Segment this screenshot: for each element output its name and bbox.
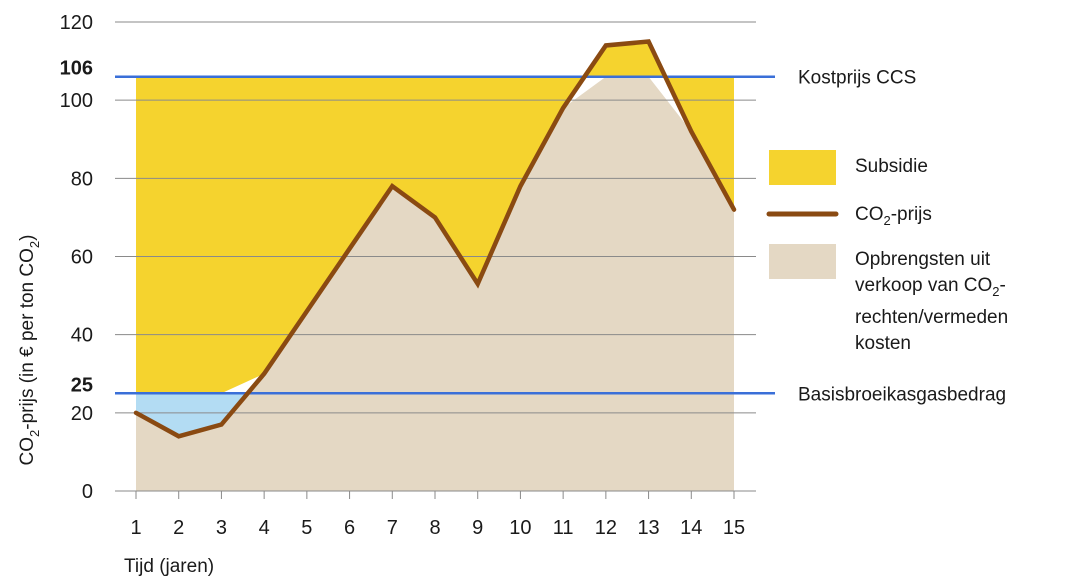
x-tick-4: 4 xyxy=(259,517,270,539)
y-tick-100: 100 xyxy=(60,90,93,112)
y-tick-120: 120 xyxy=(60,12,93,34)
x-axis-label: Tijd (jaren) xyxy=(124,556,214,577)
legend-swatches xyxy=(769,150,836,279)
reference-value-106: 106 xyxy=(60,58,93,80)
reference-label-0: Kostprijs CCS xyxy=(798,68,916,89)
x-tick-3: 3 xyxy=(216,517,227,539)
y-tick-60: 60 xyxy=(71,247,93,269)
y-tick-20: 20 xyxy=(71,403,93,425)
reference-value-25: 25 xyxy=(71,374,93,396)
chart-areas xyxy=(136,42,734,491)
x-tick-8: 8 xyxy=(429,517,440,539)
legend-label-co2-prijs: CO2-prijs xyxy=(855,202,932,234)
x-tick-13: 13 xyxy=(637,517,659,539)
x-tick-14: 14 xyxy=(680,517,702,539)
x-tick-15: 15 xyxy=(723,517,745,539)
x-tick-10: 10 xyxy=(509,517,531,539)
reference-label-1: Basisbroeikasgasbedrag xyxy=(798,384,1006,405)
y-tick-40: 40 xyxy=(71,325,93,347)
y-tick-labels: 0 20 40 60 80 100 120 xyxy=(60,12,93,503)
legend-swatch-opbrengsten xyxy=(769,244,836,279)
x-tick-7: 7 xyxy=(387,517,398,539)
x-tick-6: 6 xyxy=(344,517,355,539)
x-tick-labels: 1 2 3 4 5 6 7 8 9 10 11 12 13 14 15 xyxy=(130,517,745,539)
x-tick-9: 9 xyxy=(472,517,483,539)
y-axis-label: CO2-prijs (in € per ton CO2) xyxy=(17,235,42,466)
x-tick-5: 5 xyxy=(301,517,312,539)
legend-swatch-subsidie xyxy=(769,150,836,185)
x-tick-12: 12 xyxy=(595,517,617,539)
legend-label-subsidie: Subsidie xyxy=(855,154,928,180)
y-tick-80: 80 xyxy=(71,168,93,190)
y-tick-0: 0 xyxy=(82,481,93,503)
x-tick-1: 1 xyxy=(130,517,141,539)
legend-label-opbrengsten: Opbrengsten uit verkoop van CO2- rechten… xyxy=(855,247,1008,357)
x-tick-2: 2 xyxy=(173,517,184,539)
x-tick-11: 11 xyxy=(553,517,574,539)
